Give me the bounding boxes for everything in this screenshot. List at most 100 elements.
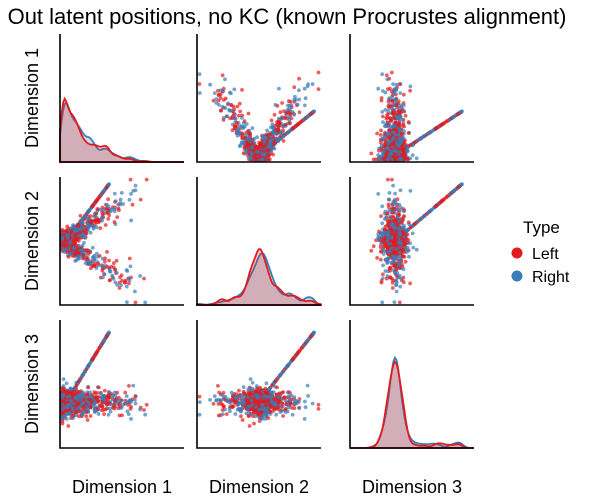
point-left [387, 219, 392, 224]
point-left [96, 399, 100, 404]
point-right [102, 398, 107, 403]
point-right [73, 259, 78, 263]
point-left [401, 101, 406, 105]
point-right [391, 225, 395, 229]
point-left [60, 228, 65, 232]
point-left [88, 414, 93, 418]
point-left [275, 122, 279, 127]
point-right [397, 117, 401, 121]
point-right [101, 339, 106, 344]
point-left [100, 268, 105, 273]
point-right [99, 192, 103, 197]
point-left [391, 140, 396, 145]
point-left [107, 278, 112, 283]
point-right [208, 398, 213, 402]
point-right [392, 300, 397, 304]
point-right [107, 330, 111, 335]
point-right [125, 409, 130, 414]
point-right [397, 219, 402, 224]
point-left [64, 392, 69, 397]
point-left [377, 229, 381, 234]
point-left [94, 395, 99, 400]
point-right [83, 369, 87, 374]
point-left [406, 131, 411, 135]
point-right [382, 135, 387, 140]
point-left [85, 418, 90, 422]
point-left [94, 211, 98, 216]
point-right [387, 208, 391, 213]
point-right [197, 72, 202, 76]
point-left [223, 96, 228, 101]
point-left [399, 153, 404, 157]
point-right [88, 390, 92, 395]
point-right [111, 276, 116, 281]
point-right [414, 156, 419, 161]
point-right [85, 221, 90, 226]
point-right [107, 406, 112, 411]
point-left [65, 224, 70, 229]
point-right [297, 406, 302, 410]
point-right [391, 91, 396, 96]
point-left [242, 119, 247, 123]
point-right [380, 89, 385, 93]
point-right [129, 417, 133, 421]
point-left [102, 259, 107, 264]
point-right [133, 401, 138, 406]
point-left [397, 111, 402, 116]
point-right [124, 401, 129, 405]
point-left [281, 139, 286, 143]
point-left [235, 120, 239, 125]
point-right [285, 131, 289, 136]
point-left [245, 145, 250, 149]
point-right [78, 233, 83, 238]
point-right [380, 110, 385, 114]
point-left [402, 151, 407, 156]
point-right [226, 101, 231, 106]
point-right [91, 224, 96, 229]
panel-2-1 [59, 177, 184, 306]
point-left [76, 389, 81, 394]
point-right [64, 417, 69, 421]
point-left [235, 124, 240, 128]
point-right [380, 204, 385, 209]
point-right [385, 124, 389, 129]
point-right [393, 191, 397, 196]
point-left [400, 254, 405, 259]
point-left [65, 250, 70, 255]
point-left [69, 229, 74, 234]
point-right [394, 141, 399, 146]
point-right [78, 219, 82, 224]
point-right [240, 141, 245, 146]
point-right [197, 91, 202, 95]
point-right [422, 214, 426, 219]
point-left [266, 148, 271, 153]
point-left [261, 145, 266, 150]
point-right [112, 207, 117, 212]
point-left [386, 177, 390, 182]
point-left [78, 213, 83, 218]
point-left [375, 131, 379, 136]
point-right [124, 284, 129, 289]
point-left [394, 135, 399, 140]
point-right [197, 400, 202, 404]
point-left [144, 402, 149, 407]
point-right [100, 215, 105, 220]
point-right [64, 381, 69, 386]
point-left [244, 130, 249, 135]
point-right [212, 91, 217, 95]
point-left [138, 197, 143, 202]
point-right [405, 145, 410, 150]
point-left [399, 236, 404, 241]
point-left [232, 111, 236, 116]
point-left [390, 70, 394, 75]
point-right [223, 106, 228, 110]
point-left [455, 112, 460, 116]
point-left [389, 232, 394, 236]
point-right [81, 410, 86, 415]
point-right [129, 192, 133, 196]
point-right [72, 228, 77, 232]
point-right [398, 188, 403, 193]
point-right [427, 131, 431, 136]
point-right [401, 267, 406, 272]
point-right [127, 197, 132, 202]
